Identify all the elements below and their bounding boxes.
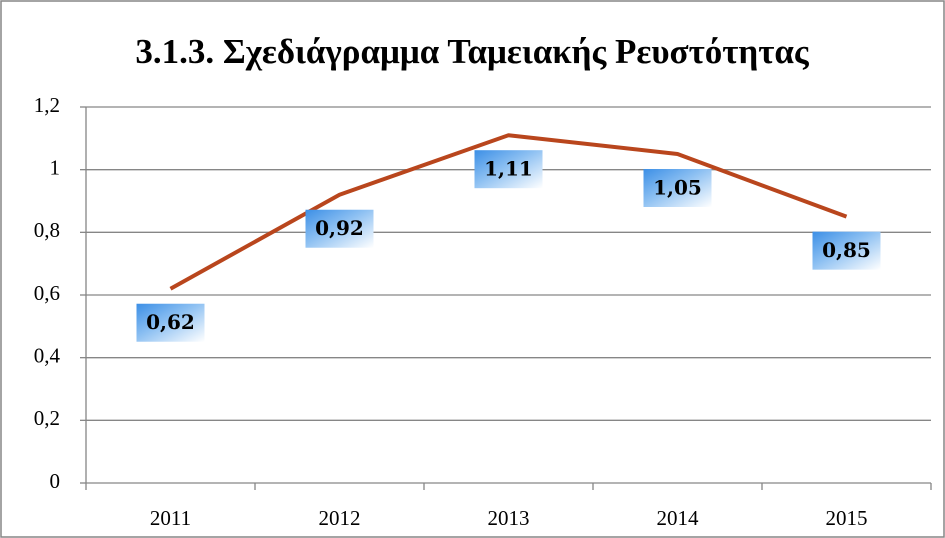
y-tick-label: 0,6 [34, 281, 60, 305]
data-label: 0,62 [146, 310, 195, 334]
data-line [169, 133, 848, 291]
x-tick-label: 2012 [319, 506, 361, 530]
data-label: 1,11 [484, 157, 533, 181]
x-tick-label: 2011 [150, 506, 191, 530]
data-label-box [643, 169, 712, 207]
data-label-box [474, 150, 543, 189]
x-tick-label: 2013 [488, 506, 530, 530]
y-tick-label: 0 [50, 469, 61, 493]
x-tick-label: 2015 [826, 506, 868, 530]
y-tick-label: 0,4 [34, 343, 61, 367]
data-label: 0,85 [822, 238, 871, 262]
y-tick-label: 1 [50, 155, 61, 179]
data-label: 0,92 [315, 216, 364, 240]
data-label-box [305, 209, 374, 248]
x-tick-label: 2014 [657, 506, 700, 530]
data-label-box [136, 303, 205, 342]
y-tick-label: 0,2 [34, 406, 60, 430]
data-label-box [812, 231, 881, 270]
chart-title: 3.1.3. Σχεδιάγραμμα Ταμειακής Ρευστότητα… [135, 32, 810, 71]
data-label: 1,05 [653, 176, 702, 200]
y-tick-label: 1,2 [34, 93, 60, 117]
y-tick-label: 0,8 [34, 218, 60, 242]
